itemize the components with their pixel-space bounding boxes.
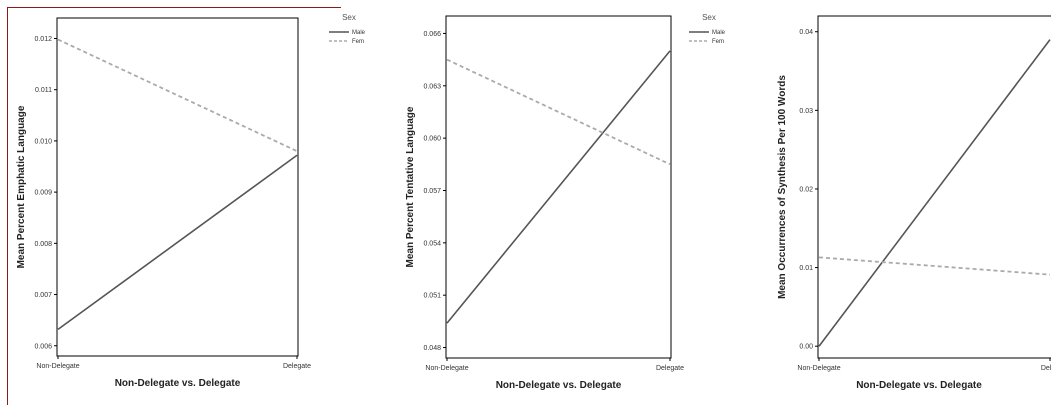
y-axis-title: Mean Percent Tentative Language bbox=[405, 106, 416, 267]
y-tick-label: 0.051 bbox=[423, 293, 441, 300]
series-line-female bbox=[57, 38, 298, 152]
x-tick-label: Non-Delegate bbox=[36, 363, 79, 370]
series-line-female bbox=[818, 256, 1051, 276]
x-tick-label: Delegate bbox=[656, 365, 684, 372]
series-line-male bbox=[446, 50, 671, 324]
series-line-male bbox=[818, 39, 1051, 347]
series-line-male bbox=[57, 154, 298, 331]
legend-label-male: Male bbox=[712, 30, 726, 36]
y-axis-title: Mean Percent Emphatic Language bbox=[16, 105, 27, 268]
y-tick-label: 0.011 bbox=[35, 87, 52, 94]
frame-border-top bbox=[7, 7, 341, 8]
y-tick-label: 0.03 bbox=[799, 108, 813, 115]
plot-area-2 bbox=[445, 15, 672, 359]
x-axis-title: Non-Delegate vs. Delegate bbox=[496, 380, 622, 391]
y-tick-label: 0.009 bbox=[34, 190, 52, 197]
series-line-female bbox=[446, 58, 671, 166]
plot-area-1 bbox=[56, 17, 299, 357]
plot-area-3 bbox=[817, 15, 1051, 359]
x-axis-title: Non-Delegate vs. Delegate bbox=[856, 380, 982, 391]
x-tick-label: Deleg bbox=[1041, 365, 1051, 372]
y-tick-label: 0.007 bbox=[34, 292, 52, 299]
y-tick-label: 0.063 bbox=[423, 83, 441, 90]
y-tick-label: 0.04 bbox=[799, 29, 813, 36]
y-tick-label: 0.010 bbox=[34, 138, 52, 145]
y-tick-label: 0.066 bbox=[423, 31, 441, 38]
x-tick-label: Non-Delegate bbox=[425, 365, 468, 372]
y-tick-label: 0.057 bbox=[423, 188, 441, 195]
legend-title: Sex bbox=[702, 13, 716, 22]
legend-label-male: Male bbox=[352, 30, 366, 36]
y-tick-label: 0.006 bbox=[34, 343, 52, 350]
legend-label-female: Fem bbox=[712, 39, 724, 45]
y-tick-label: 0.060 bbox=[423, 136, 441, 143]
frame-border-left bbox=[7, 7, 8, 405]
x-tick-label: Non-Delegate bbox=[797, 365, 840, 372]
y-tick-label: 0.01 bbox=[799, 265, 813, 272]
legend-title: Sex bbox=[342, 13, 356, 22]
y-tick-label: 0.00 bbox=[799, 344, 813, 351]
y-tick-label: 0.008 bbox=[34, 241, 52, 248]
legend-label-female: Fem bbox=[352, 39, 364, 45]
y-axis-title: Mean Occurrences of Synthesis Per 100 Wo… bbox=[777, 75, 788, 299]
x-tick-label: Delegate bbox=[283, 363, 311, 370]
y-tick-label: 0.048 bbox=[423, 345, 441, 352]
y-tick-label: 0.054 bbox=[423, 240, 441, 247]
x-axis-title: Non-Delegate vs. Delegate bbox=[115, 378, 241, 389]
y-tick-label: 0.012 bbox=[34, 36, 52, 43]
y-tick-label: 0.02 bbox=[799, 186, 813, 193]
